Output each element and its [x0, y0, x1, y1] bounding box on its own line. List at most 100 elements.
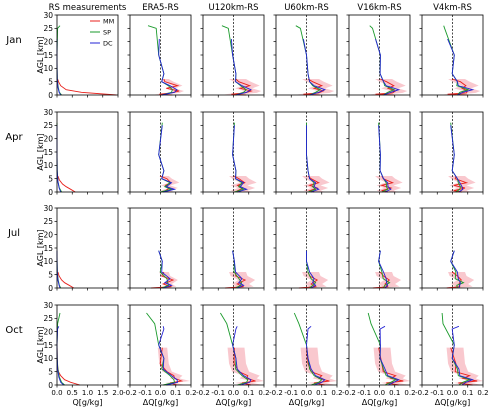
- y-tick-label: 30: [43, 11, 53, 20]
- series-line-DC: [158, 326, 179, 386]
- series-line-DC: [450, 250, 461, 289]
- column-title: U60km-RS: [284, 3, 329, 13]
- x-axis-label: ΔQ[g/kg]: [435, 398, 471, 407]
- series-line-DC: [158, 38, 178, 96]
- y-tick-label: 15: [43, 341, 53, 350]
- y-tick-label: 25: [43, 121, 53, 130]
- y-tick-label: 0: [48, 284, 53, 293]
- series-line-SP: [367, 312, 397, 386]
- x-axis-label: ΔQ[g/kg]: [216, 398, 252, 407]
- row-label-Jan: Jan: [5, 35, 21, 46]
- spread-band: [292, 272, 329, 288]
- series-line-DC: [447, 38, 475, 96]
- series-line-DC: [232, 250, 245, 289]
- y-tick-label: 5: [48, 174, 53, 183]
- y-tick-label: 20: [43, 327, 53, 336]
- column-title: V4km-RS: [433, 3, 472, 13]
- spread-band: [302, 176, 330, 192]
- panel-frame: [56, 207, 119, 289]
- series-line-MM: [57, 175, 76, 193]
- spread-band: [373, 347, 410, 385]
- x-tick-label: -0.2: [123, 389, 137, 397]
- x-tick-label: -0.2: [269, 389, 283, 397]
- row-label-Apr: Apr: [5, 132, 23, 143]
- series-line-MM: [453, 175, 469, 193]
- series-line-MM: [375, 78, 397, 96]
- x-tick-label: 0.0: [155, 389, 166, 397]
- series-line-MM: [447, 78, 469, 96]
- series-line-MM: [57, 271, 75, 289]
- x-tick-label: -0.1: [430, 389, 444, 397]
- x-tick-label: 0.1: [389, 389, 400, 397]
- x-tick-label: 0.1: [462, 389, 473, 397]
- y-tick-label: 25: [43, 314, 53, 323]
- series-line-DC: [56, 250, 61, 289]
- x-tick-label: 0.2: [477, 389, 488, 397]
- x-tick-label: 0.0: [374, 389, 385, 397]
- x-tick-label: 0.0: [301, 389, 312, 397]
- x-axis-label: ΔQ[g/kg]: [143, 398, 179, 407]
- spread-band: [446, 347, 483, 385]
- x-tick-label: 0.2: [258, 389, 269, 397]
- series-line-DC: [306, 250, 317, 289]
- series-line-DC: [232, 125, 248, 193]
- x-tick-label: 1.5: [97, 389, 108, 397]
- column-title: V16km-RS: [357, 3, 401, 13]
- spread-band: [157, 347, 191, 385]
- x-tick-label: 2.0: [112, 389, 123, 397]
- y-tick-label: 25: [43, 217, 53, 226]
- panel-frame: [56, 111, 119, 193]
- series-line-DC: [230, 38, 252, 96]
- series-line-DC: [302, 38, 327, 96]
- x-tick-label: -0.2: [342, 389, 356, 397]
- y-tick-label: 30: [43, 108, 53, 117]
- y-axis-label: AGL [km]: [36, 36, 45, 73]
- series-line-SP: [220, 312, 249, 386]
- row-label-Oct: Oct: [5, 325, 22, 336]
- y-tick-label: 10: [43, 161, 53, 170]
- y-tick-label: 15: [43, 51, 53, 60]
- column-title: RS measurements: [49, 3, 127, 13]
- series-line-MM: [303, 78, 325, 96]
- y-axis-label: AGL [km]: [36, 133, 45, 170]
- legend-label-SP: SP: [103, 29, 111, 37]
- y-tick-label: 0: [48, 188, 53, 197]
- y-tick-label: 20: [43, 230, 53, 239]
- series-line-DC: [56, 326, 65, 386]
- x-tick-label: 0.2: [331, 389, 342, 397]
- x-tick-label: -0.2: [196, 389, 210, 397]
- y-tick-label: 30: [43, 204, 53, 213]
- series-line-DC: [158, 125, 177, 193]
- series-line-DC: [306, 125, 320, 193]
- y-tick-label: 20: [43, 37, 53, 46]
- y-tick-label: 15: [43, 148, 53, 157]
- x-axis-label: ΔQ[g/kg]: [362, 398, 398, 407]
- series-line-DC: [450, 125, 464, 193]
- x-tick-label: 0.0: [228, 389, 239, 397]
- y-tick-label: 10: [43, 354, 53, 363]
- series-line-MM: [307, 175, 320, 193]
- series-line-DC: [56, 125, 62, 193]
- x-tick-label: -0.2: [415, 389, 429, 397]
- x-tick-label: 0.0: [447, 389, 458, 397]
- legend-label-DC: DC: [103, 40, 113, 48]
- y-tick-label: 5: [48, 367, 53, 376]
- series-line-SP: [293, 312, 323, 386]
- x-tick-label: 0.1: [170, 389, 181, 397]
- series-line-SP: [441, 312, 471, 386]
- series-line-DC: [232, 326, 252, 386]
- series-line-DC: [375, 38, 401, 96]
- y-tick-label: 30: [43, 301, 53, 310]
- x-tick-label: -0.1: [284, 389, 298, 397]
- column-title: ERA5-RS: [142, 3, 179, 13]
- y-tick-label: 10: [43, 257, 53, 266]
- x-tick-label: 0.5: [67, 389, 78, 397]
- spread-band: [300, 347, 337, 385]
- series-line-DC: [378, 125, 392, 193]
- x-tick-label: 0.1: [243, 389, 254, 397]
- series-line-DC: [158, 250, 173, 289]
- y-tick-label: 15: [43, 244, 53, 253]
- spread-band: [227, 347, 264, 385]
